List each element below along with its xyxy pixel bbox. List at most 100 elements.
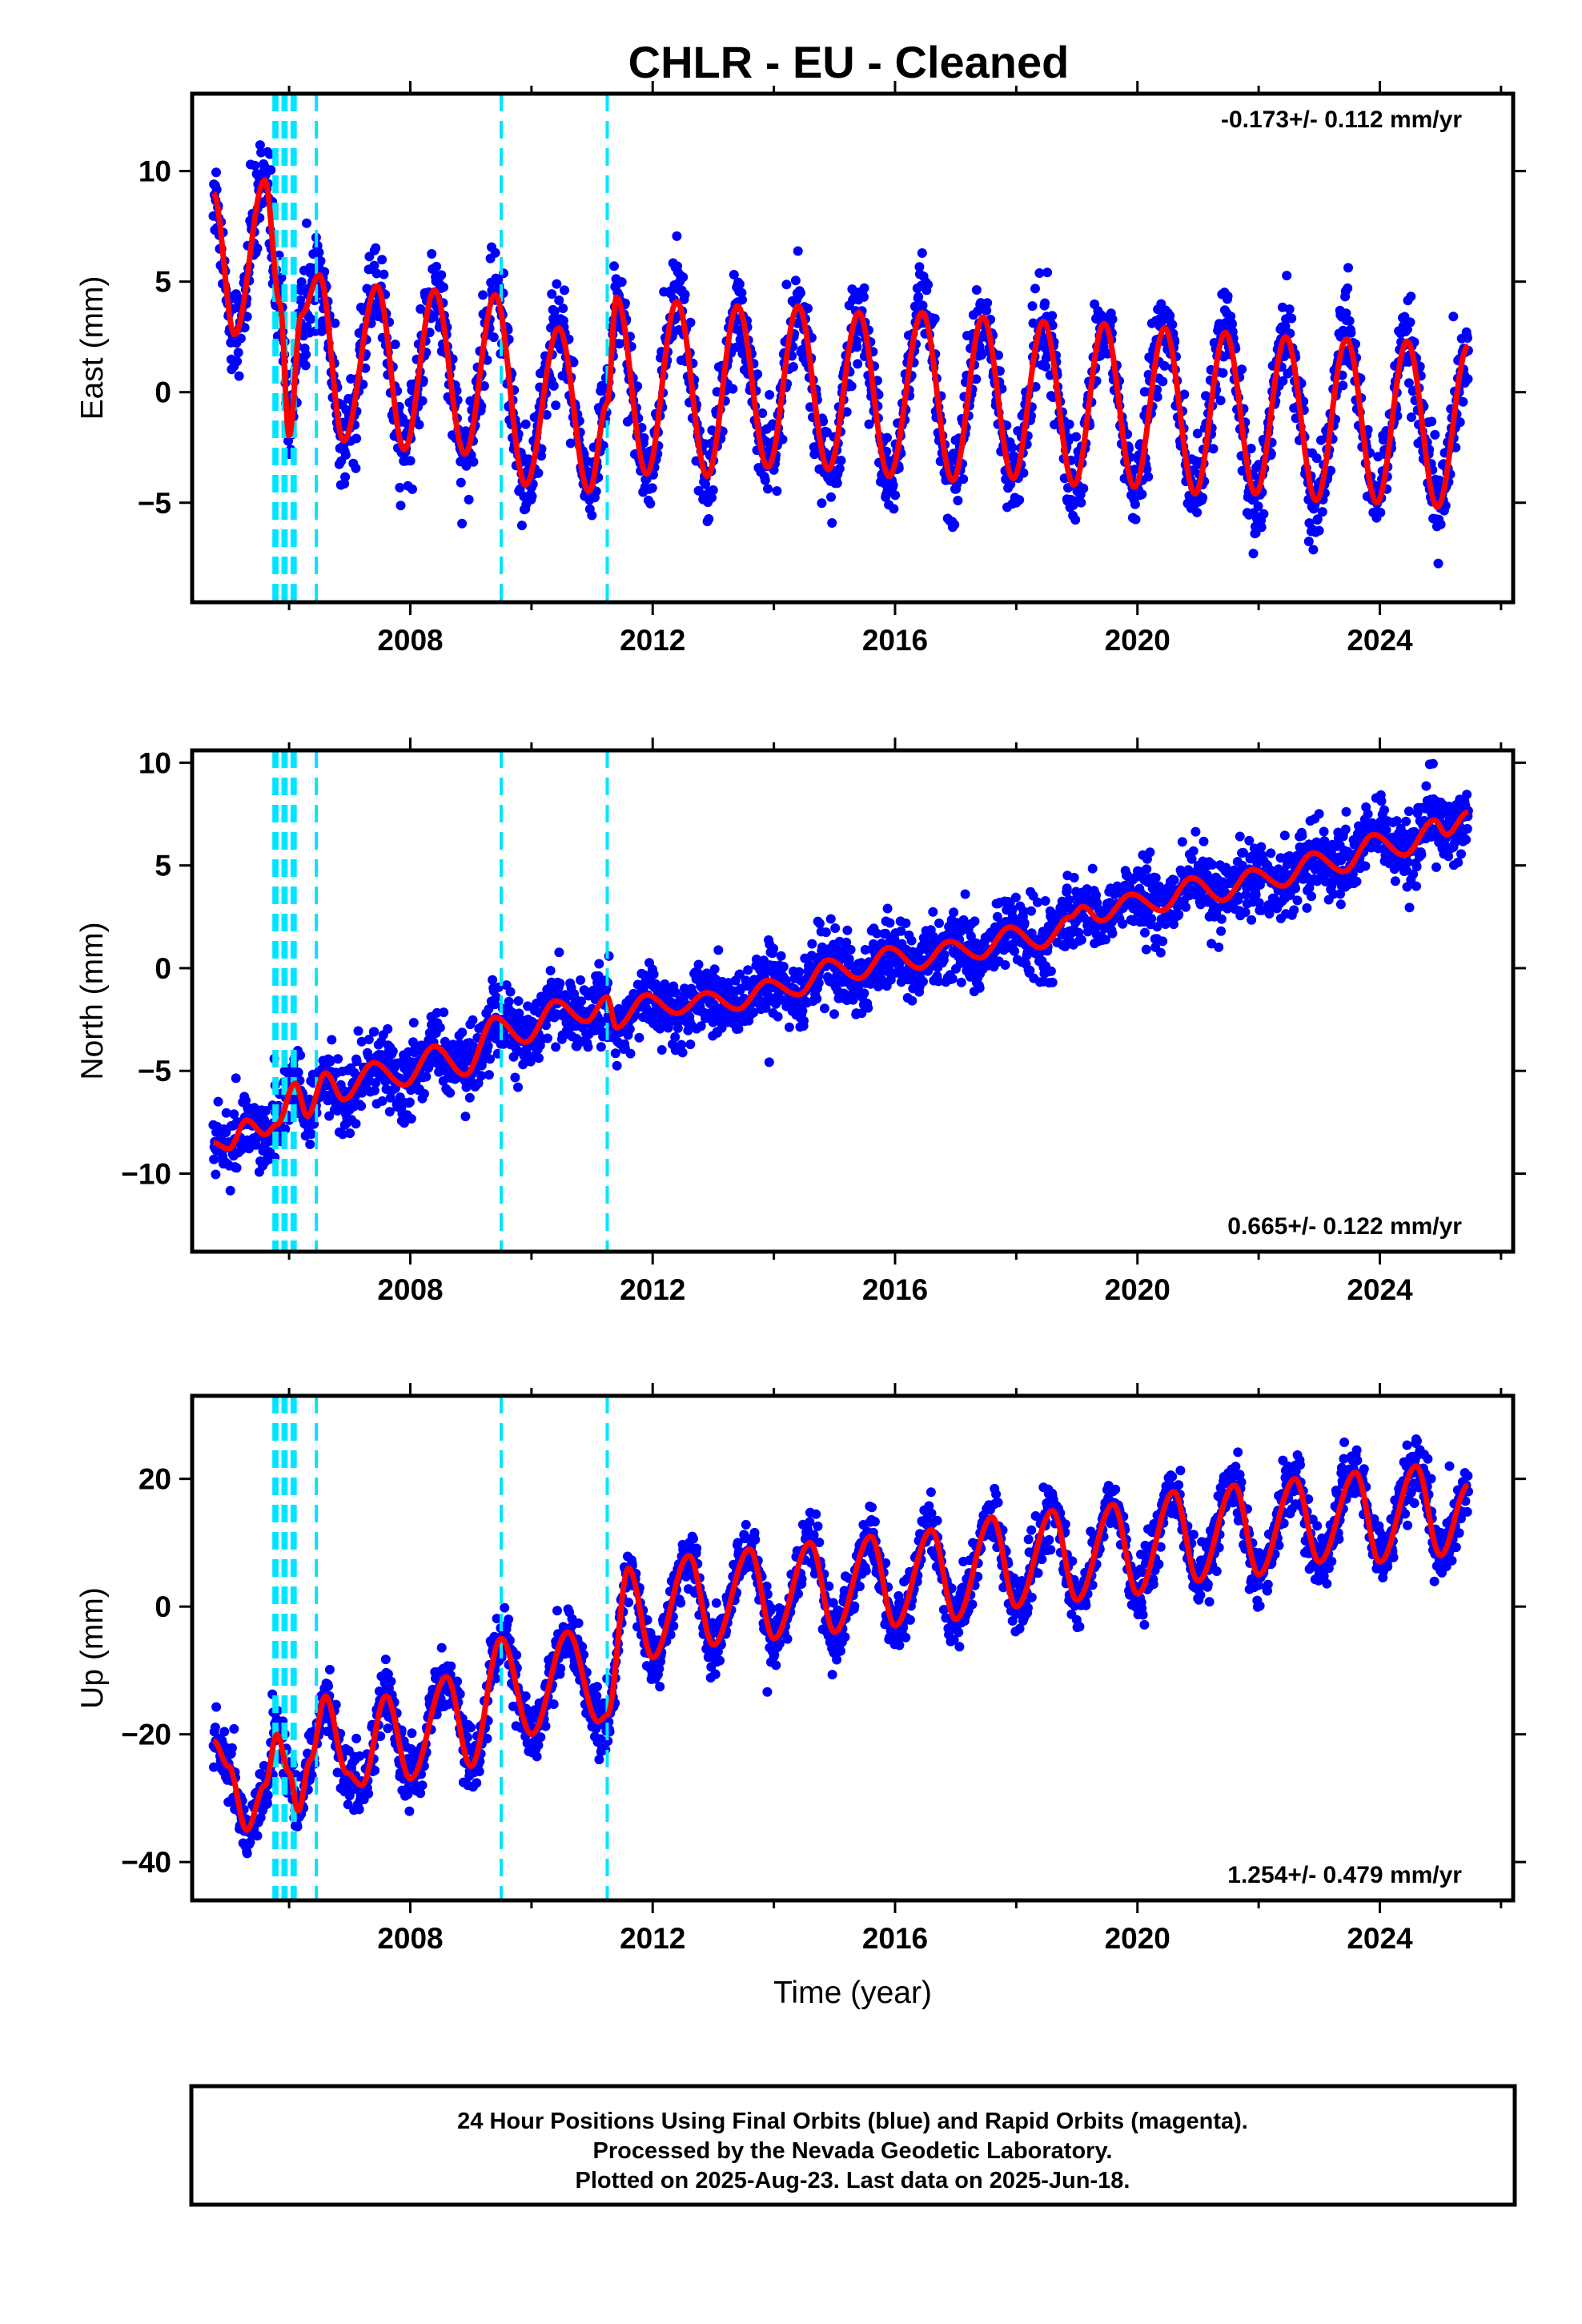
data-point [947, 974, 958, 984]
data-point [1158, 376, 1168, 387]
data-point [1341, 308, 1351, 319]
data-point [776, 951, 786, 961]
data-point [576, 996, 586, 1007]
data-point [552, 279, 562, 289]
data-point [1284, 304, 1295, 315]
data-point [818, 416, 829, 427]
east-model-fit-line [211, 177, 1470, 510]
data-point [729, 270, 739, 279]
data-point [1030, 382, 1041, 392]
data-point [1287, 313, 1297, 324]
data-point [772, 486, 782, 497]
data-point [956, 977, 966, 987]
data-point [1435, 519, 1446, 529]
data-point [960, 889, 970, 899]
data-point [610, 1048, 620, 1059]
east-rate-annotation: -0.173+/- 0.112 mm/yr [1221, 107, 1462, 133]
data-point [913, 292, 924, 302]
data-point [917, 248, 927, 258]
data-point [1403, 378, 1414, 388]
data-point [1346, 328, 1356, 338]
data-point [760, 475, 770, 485]
data-point [1188, 846, 1199, 856]
data-point [735, 969, 745, 979]
data-point [330, 318, 340, 328]
data-point [1062, 883, 1072, 894]
data-point [379, 269, 389, 279]
data-point [1291, 883, 1301, 894]
data-point [1341, 806, 1351, 817]
data-point [1137, 489, 1147, 500]
data-point [853, 359, 863, 369]
data-point [1140, 927, 1150, 938]
data-point [457, 518, 468, 529]
data-point [717, 1023, 727, 1033]
data-point [1040, 298, 1050, 308]
data-point [1308, 545, 1319, 555]
data-point [1455, 417, 1465, 428]
data-point [457, 1027, 468, 1038]
data-point [841, 937, 852, 947]
data-point [1218, 368, 1228, 378]
data-point [763, 484, 773, 494]
data-point [515, 484, 525, 494]
data-point [300, 360, 311, 371]
data-point [809, 449, 820, 460]
data-point [845, 944, 856, 955]
data-point [485, 1054, 495, 1064]
data-point [596, 1042, 606, 1052]
data-point [351, 463, 361, 473]
data-point [560, 993, 571, 1003]
data-point [302, 218, 311, 228]
data-point [677, 1047, 688, 1058]
data-point [656, 1045, 667, 1055]
data-point [314, 247, 324, 258]
y-tick-label: 10 [139, 155, 171, 188]
data-point [885, 918, 895, 928]
figure-title: CHLR - EU - Cleaned [628, 37, 1070, 87]
data-point [950, 520, 960, 530]
data-point [632, 381, 643, 392]
data-point [713, 945, 724, 955]
data-point [345, 1128, 355, 1139]
data-point [1282, 271, 1292, 281]
data-point [882, 903, 893, 914]
data-point [953, 496, 963, 505]
data-point [239, 323, 250, 333]
data-point [1427, 416, 1437, 427]
east-x-axis: 2008 2012 2016 2020 2024 [287, 81, 1503, 657]
data-point [261, 1106, 271, 1116]
data-point [832, 478, 842, 489]
data-point [641, 474, 652, 485]
data-point [1145, 847, 1155, 858]
data-point [807, 939, 817, 949]
data-point [612, 1060, 622, 1071]
data-point [814, 919, 825, 929]
data-point [901, 918, 911, 928]
data-point [1118, 919, 1128, 929]
data-point [1405, 317, 1415, 328]
data-point [1167, 320, 1178, 330]
data-point [678, 272, 689, 283]
data-point [781, 975, 791, 986]
data-point [1343, 263, 1353, 273]
data-point [301, 349, 311, 360]
x-tick-label: 2024 [1347, 624, 1413, 657]
data-point [728, 384, 738, 394]
data-point [781, 279, 792, 290]
data-point [1312, 514, 1323, 525]
data-point [468, 456, 479, 467]
data-point [1198, 493, 1208, 503]
data-point [1158, 936, 1168, 947]
data-point [1430, 429, 1440, 440]
data-point [1227, 319, 1237, 329]
data-point [1181, 902, 1191, 912]
data-point [436, 270, 447, 280]
data-point [769, 943, 779, 954]
data-point [488, 332, 499, 343]
data-point [551, 400, 561, 411]
data-point [1343, 283, 1353, 293]
data-point [645, 498, 656, 509]
data-point [1064, 419, 1074, 429]
data-point [1155, 947, 1166, 958]
